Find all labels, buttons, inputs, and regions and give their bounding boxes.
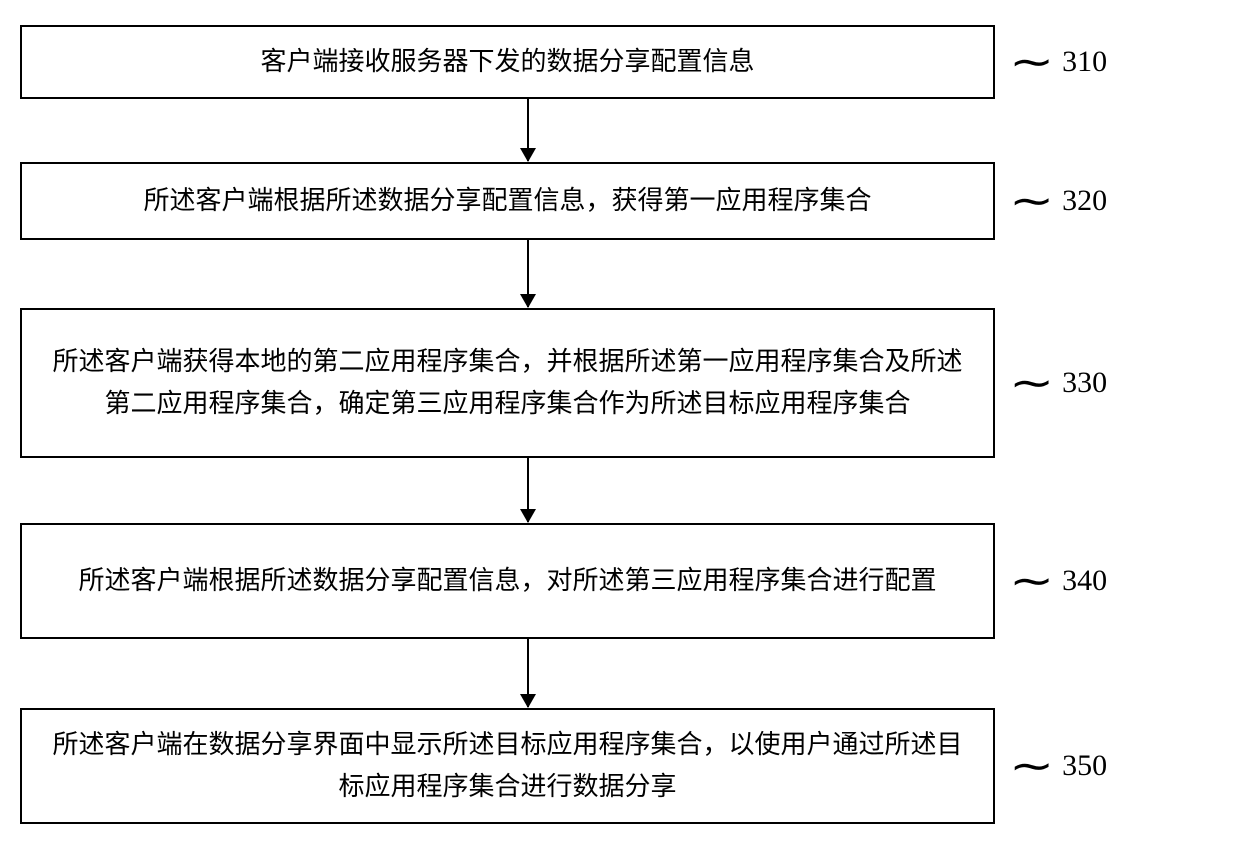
step-label-group: ∼340 [1019,564,1107,599]
step-label-group: ∼350 [1019,749,1107,784]
flow-box-text: 所述客户端根据所述数据分享配置信息，获得第一应用程序集合 [143,180,871,222]
flowchart-container: 客户端接收服务器下发的数据分享配置信息∼310所述客户端根据所述数据分享配置信息… [20,20,1220,837]
flow-arrow-1 [527,99,529,161]
tilde-connector-icon: ∼ [1009,742,1054,791]
flow-box-340: 所述客户端根据所述数据分享配置信息，对所述第三应用程序集合进行配置 [20,523,995,639]
flow-arrow-2 [527,240,529,307]
step-label-340: 340 [1062,564,1107,598]
flow-arrow-3 [527,458,529,522]
step-label-group: ∼330 [1019,366,1107,401]
step-label-330: 330 [1062,366,1107,400]
flow-box-text: 所述客户端在数据分享界面中显示所述目标应用程序集合，以使用户通过所述目标应用程序… [46,724,969,807]
step-label-group: ∼320 [1019,184,1107,219]
tilde-connector-icon: ∼ [1009,177,1054,226]
flow-row-330: 所述客户端获得本地的第二应用程序集合，并根据所述第一应用程序集合及所述第二应用程… [20,308,1220,458]
tilde-connector-icon: ∼ [1009,557,1054,606]
flow-box-text: 所述客户端获得本地的第二应用程序集合，并根据所述第一应用程序集合及所述第二应用程… [46,341,969,424]
step-label-350: 350 [1062,749,1107,783]
flow-box-350: 所述客户端在数据分享界面中显示所述目标应用程序集合，以使用户通过所述目标应用程序… [20,708,995,824]
tilde-connector-icon: ∼ [1009,38,1054,87]
step-label-310: 310 [1062,45,1107,79]
tilde-connector-icon: ∼ [1009,359,1054,408]
flow-row-320: 所述客户端根据所述数据分享配置信息，获得第一应用程序集合 ∼320 [20,162,1220,240]
flow-row-350: 所述客户端在数据分享界面中显示所述目标应用程序集合，以使用户通过所述目标应用程序… [20,708,1220,824]
flow-box-310: 客户端接收服务器下发的数据分享配置信息 [20,25,995,99]
step-label-group: ∼310 [1019,45,1107,80]
flow-box-320: 所述客户端根据所述数据分享配置信息，获得第一应用程序集合 [20,162,995,240]
flow-arrow-4 [527,639,529,707]
step-label-320: 320 [1062,184,1107,218]
flow-box-text: 所述客户端根据所述数据分享配置信息，对所述第三应用程序集合进行配置 [78,560,936,602]
flow-row-310: 客户端接收服务器下发的数据分享配置信息 ∼310 [20,25,1220,99]
flow-box-330: 所述客户端获得本地的第二应用程序集合，并根据所述第一应用程序集合及所述第二应用程… [20,308,995,458]
flow-row-340: 所述客户端根据所述数据分享配置信息，对所述第三应用程序集合进行配置 ∼340 [20,523,1220,639]
flow-box-text: 客户端接收服务器下发的数据分享配置信息 [260,41,754,83]
